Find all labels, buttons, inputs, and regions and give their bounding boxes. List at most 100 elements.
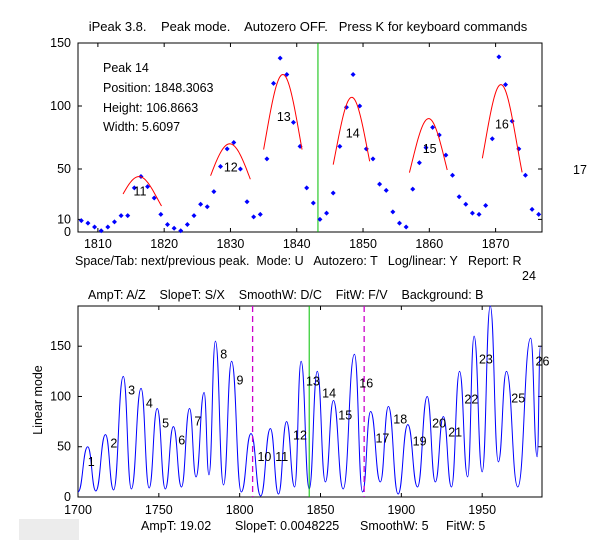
data-point: [390, 209, 396, 215]
x-tick-label: 1700: [64, 503, 92, 517]
lower-plot-frame[interactable]: [77, 305, 543, 498]
peak-number-label: 12: [293, 429, 307, 443]
data-point: [350, 72, 356, 77]
peak-number-label: 6: [178, 434, 185, 448]
status-slopet: SlopeT: 0.0048225: [235, 519, 339, 533]
data-point: [158, 211, 164, 217]
y-tick-label: 150: [50, 339, 71, 353]
data-point: [178, 228, 184, 234]
data-point: [489, 136, 495, 142]
peak-number-label: 11: [275, 450, 288, 464]
peak-number-label: 3: [128, 383, 135, 397]
y-tick-label: 150: [50, 36, 71, 50]
peak-fit-curve: [122, 176, 162, 207]
peak-fit-curve: [210, 143, 251, 180]
data-point: [251, 214, 257, 220]
y-tick-label: 100: [50, 389, 71, 403]
data-point: [118, 213, 124, 219]
peak-number-label: 5: [162, 417, 169, 431]
data-point: [416, 160, 422, 166]
peak-number-label: 25: [511, 391, 525, 405]
upper-help-line: Space/Tab: next/previous peak. Mode: U A…: [75, 254, 522, 268]
data-point: [383, 187, 389, 193]
data-point: [463, 201, 469, 207]
data-point: [337, 143, 343, 149]
x-tick-label: 1820: [150, 237, 178, 251]
x-tick-label: 1850: [349, 237, 377, 251]
data-point: [145, 184, 151, 190]
upper-panel: 1810 1820 1830 1840 1850 1860 187001050100150 …: [50, 36, 587, 251]
peak-number-label: 18: [393, 413, 407, 427]
command-input-box[interactable]: [19, 519, 79, 540]
peak-number-label: 9: [236, 373, 243, 387]
lower-top-peak-label: 24: [522, 269, 536, 283]
peak-number-label: 19: [413, 435, 427, 449]
x-tick-label: 1800: [226, 503, 254, 517]
data-point: [503, 82, 509, 88]
peak-number-label: 15: [338, 409, 352, 423]
data-point: [357, 103, 363, 109]
peak-fit-curve: [332, 96, 371, 165]
data-point: [304, 185, 310, 191]
upper-plot-frame[interactable]: [77, 42, 543, 233]
data-point: [317, 216, 323, 222]
peak-number-label: 20: [432, 417, 446, 431]
peak-number-label: 17: [375, 432, 389, 446]
data-point: [85, 220, 91, 226]
x-tick-label: 1870: [482, 237, 510, 251]
peak-number-label: 22: [464, 392, 478, 406]
peak-fit-curve: [263, 73, 303, 150]
data-point: [125, 213, 131, 219]
peak-number-label: 13: [306, 374, 320, 388]
data-point: [310, 200, 316, 206]
data-point: [450, 172, 456, 178]
data-point: [198, 201, 204, 207]
data-point: [403, 224, 409, 230]
x-tick-label: 1850: [307, 503, 335, 517]
data-point: [483, 203, 489, 209]
data-point: [396, 220, 402, 226]
data-point: [171, 225, 177, 231]
peak-info-width: Width: 5.6097: [103, 120, 180, 134]
x-tick-label: 1810: [84, 237, 112, 251]
data-point: [456, 194, 462, 200]
data-point: [204, 204, 210, 210]
peak-fit-curve: [408, 118, 448, 173]
data-point: [324, 210, 330, 216]
peak-fit-curve: [481, 84, 523, 173]
data-point: [218, 163, 224, 169]
x-tick-label: 1950: [468, 503, 496, 517]
data-point: [536, 211, 542, 217]
peak-number-label: 2: [110, 437, 117, 451]
data-point: [131, 185, 137, 191]
data-point: [476, 211, 482, 217]
data-point: [105, 224, 111, 230]
peak-number-label: 16: [495, 117, 509, 131]
x-tick-label: 1840: [283, 237, 311, 251]
peak-number-label: 16: [359, 376, 373, 390]
y-tick-label: 50: [57, 162, 71, 176]
data-point: [443, 152, 449, 158]
status-ampt: AmpT: 19.02: [141, 519, 211, 533]
status-fitw: FitW: 5: [446, 519, 485, 533]
y-tick-label: 0: [64, 490, 71, 504]
x-tick-label: 1750: [145, 503, 173, 517]
peak-info-position: Position: 1848.3063: [103, 81, 214, 95]
peak-number-label: 13: [277, 110, 291, 124]
data-point: [92, 224, 98, 230]
data-point: [244, 199, 250, 205]
peak-info-name: Peak 14: [103, 61, 149, 75]
data-point: [529, 206, 535, 212]
y-tick-label: 100: [50, 99, 71, 113]
data-point: [277, 55, 283, 61]
lower-y-axis-label: Linear mode: [31, 365, 45, 435]
y-tick-label: 10: [57, 212, 71, 226]
data-point: [257, 211, 263, 217]
data-point: [496, 54, 502, 60]
status-smoothw: SmoothW: 5: [360, 519, 429, 533]
data-point: [184, 221, 190, 227]
data-point: [430, 124, 436, 130]
data-point: [237, 166, 243, 172]
data-point: [423, 145, 429, 151]
